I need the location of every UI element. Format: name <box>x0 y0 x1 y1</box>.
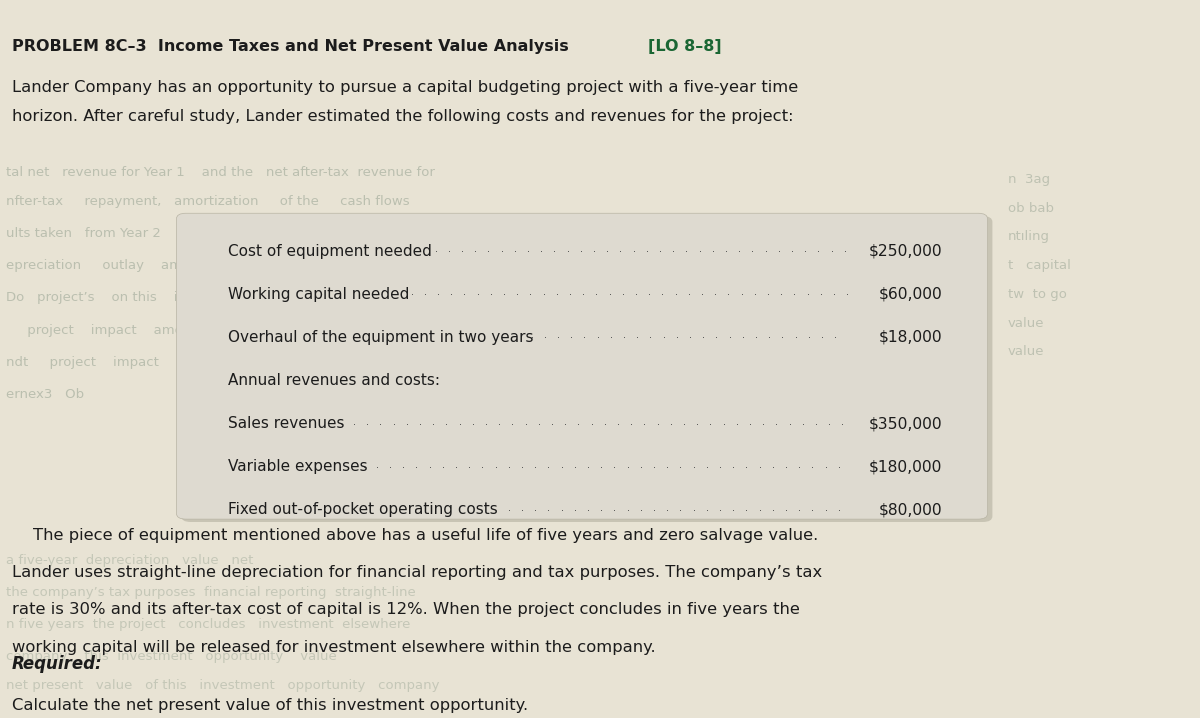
Text: Overhaul of the equipment in two years: Overhaul of the equipment in two years <box>228 330 534 345</box>
FancyBboxPatch shape <box>181 216 992 522</box>
Text: $180,000: $180,000 <box>869 460 942 474</box>
Text: Working capital needed: Working capital needed <box>228 287 409 302</box>
Text: ults taken   from Year 2    and the total    depreciation    capital: ults taken from Year 2 and the total dep… <box>6 227 426 240</box>
Text: [LO 8–8]: [LO 8–8] <box>648 39 721 55</box>
Text: a five-year  depreciation   value   net: a five-year depreciation value net <box>6 554 253 567</box>
Text: Do   project’s    on this    its impact    on this    by: Do project’s on this its impact on this … <box>6 292 335 304</box>
Text: $60,000: $60,000 <box>878 287 942 302</box>
Text: ndt     project    impact     amortization     value: ndt project impact amortization value <box>6 356 323 369</box>
Text: n five years  the project   concludes   investment  elsewhere: n five years the project concludes inves… <box>6 618 410 631</box>
Text: Variable expenses: Variable expenses <box>228 460 367 474</box>
FancyBboxPatch shape <box>176 213 988 519</box>
Text: n  3ag: n 3ag <box>1008 173 1050 186</box>
Text: ob bab: ob bab <box>1008 202 1054 215</box>
Text: $350,000: $350,000 <box>869 416 942 431</box>
Text: working capital will be released for investment elsewhere within the company.: working capital will be released for inv… <box>12 640 655 655</box>
Text: Lander Company has an opportunity to pursue a capital budgeting project with a f: Lander Company has an opportunity to pur… <box>12 80 798 95</box>
Text: $250,000: $250,000 <box>869 244 942 258</box>
Text: $80,000: $80,000 <box>878 503 942 517</box>
Text: nfter-tax     repayment,   amortization     of the     cash flows: nfter-tax repayment, amortization of the… <box>6 195 409 208</box>
Text: Cost of equipment needed: Cost of equipment needed <box>228 244 432 258</box>
Text: epreciation     outlay    amortization    of the net     West: epreciation outlay amortization of the n… <box>6 259 382 272</box>
Text: value: value <box>1008 345 1044 358</box>
Text: tal net   revenue for Year 1    and the   net after-tax  revenue for: tal net revenue for Year 1 and the net a… <box>6 166 434 179</box>
Text: tw  to go: tw to go <box>1008 288 1067 301</box>
Text: company    this  investment   opportunity    value: company this investment opportunity valu… <box>6 651 337 663</box>
Text: PROBLEM 8C–3  Income Taxes and Net Present Value Analysis: PROBLEM 8C–3 Income Taxes and Net Presen… <box>12 39 575 55</box>
Text: The piece of equipment mentioned above has a useful life of five years and zero : The piece of equipment mentioned above h… <box>12 528 818 543</box>
Text: Annual revenues and costs:: Annual revenues and costs: <box>228 373 440 388</box>
Text: project    impact    amortization    value     and: project impact amortization value and <box>6 324 338 337</box>
Text: rate is 30% and its after-tax cost of capital is 12%. When the project concludes: rate is 30% and its after-tax cost of ca… <box>12 602 800 617</box>
Text: ntıling: ntıling <box>1008 230 1050 243</box>
Text: value: value <box>1008 317 1044 330</box>
Text: Sales revenues: Sales revenues <box>228 416 344 431</box>
Text: ernex3   Ob: ernex3 Ob <box>6 388 84 401</box>
Text: Lander uses straight-line depreciation for financial reporting and tax purposes.: Lander uses straight-line depreciation f… <box>12 565 822 580</box>
Text: the company’s tax purposes  financial reporting  straight-line: the company’s tax purposes financial rep… <box>6 586 415 599</box>
Text: net present   value   of this   investment   opportunity   company: net present value of this investment opp… <box>6 679 439 692</box>
Text: Calculate the net present value of this investment opportunity.: Calculate the net present value of this … <box>12 698 528 713</box>
Text: Required:: Required: <box>12 655 103 673</box>
Text: Fixed out-of-pocket operating costs: Fixed out-of-pocket operating costs <box>228 503 498 517</box>
Text: t   capital: t capital <box>1008 259 1070 272</box>
Text: horizon. After careful study, Lander estimated the following costs and revenues : horizon. After careful study, Lander est… <box>12 109 793 124</box>
Text: $18,000: $18,000 <box>878 330 942 345</box>
